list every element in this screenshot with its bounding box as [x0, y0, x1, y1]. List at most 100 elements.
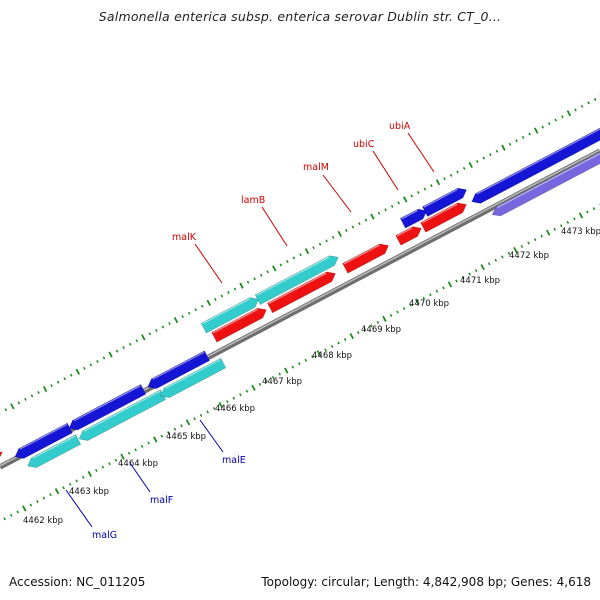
minor-tick [574, 108, 577, 112]
major-tick [272, 265, 277, 272]
minor-tick [212, 406, 216, 410]
gene-label-layer: malK lamB malM ubiC ubiA malE malF malG [65, 121, 435, 541]
minor-tick [475, 160, 479, 164]
minor-tick [83, 366, 86, 370]
minor-tick [455, 279, 458, 283]
tick-layer [0, 93, 600, 521]
minor-tick [17, 401, 21, 405]
minor-tick [311, 355, 314, 359]
gene-malM-arrow [342, 243, 389, 274]
major-tick [10, 403, 15, 410]
gene-upper-blue-b [422, 187, 468, 217]
minor-tick [181, 315, 184, 319]
outer-tick-row [0, 93, 600, 415]
gene-label-malK: malK [172, 232, 197, 243]
ruler-label-4466: 4466 kbp [215, 404, 255, 414]
gene-malK-arrow [211, 307, 267, 343]
minor-tick [417, 191, 420, 195]
minor-tick [194, 308, 197, 312]
minor-tick [397, 201, 400, 205]
gene-malE-cyan [160, 357, 227, 399]
minor-tick [402, 307, 406, 311]
ruler-label-4468: 4468 kbp [312, 351, 352, 361]
minor-tick [62, 486, 65, 490]
minor-tick [443, 177, 446, 181]
minor-tick [167, 431, 170, 435]
ruler-label-4464: 4464 kbp [118, 459, 158, 469]
major-tick [42, 385, 48, 393]
minor-tick [409, 303, 412, 307]
major-tick [173, 317, 179, 324]
ruler-label-4465: 4465 kbp [166, 432, 206, 442]
ruler-label-4467: 4467 kbp [262, 377, 302, 387]
accession-text: Accession: NC_011205 [9, 575, 146, 589]
major-tick [22, 505, 27, 512]
minor-tick [559, 224, 563, 228]
minor-tick [331, 235, 335, 239]
minor-tick [363, 327, 367, 331]
major-tick [480, 264, 485, 271]
minor-tick [474, 269, 478, 273]
minor-tick [507, 251, 511, 255]
gene-label-ubiA: ubiA [389, 121, 411, 132]
minor-tick [456, 170, 459, 174]
gene-label-malE: malE [222, 455, 246, 466]
ruler-label-4472: 4472 kbp [509, 251, 549, 261]
minor-tick [566, 220, 570, 224]
gene-left-edge-red [0, 451, 3, 458]
major-tick [566, 110, 572, 117]
minor-tick [396, 310, 399, 314]
minor-tick [49, 493, 52, 497]
minor-tick [586, 210, 589, 214]
minor-tick [173, 427, 177, 431]
minor-tick [358, 222, 361, 226]
ruler-label-4473: 4473 kbp [561, 227, 600, 237]
minor-tick [561, 115, 564, 119]
minor-tick [442, 286, 445, 290]
ruler-label-4462: 4462 kbp [23, 516, 63, 526]
minor-tick [390, 204, 394, 208]
major-tick [403, 196, 408, 203]
leader-line-lamB [261, 206, 288, 247]
major-tick [435, 179, 441, 186]
gene-malK-cyan [200, 297, 260, 334]
gene-right-blue [471, 127, 600, 204]
minor-tick [95, 469, 98, 473]
minor-tick [245, 389, 249, 393]
ruler-label-4470: 4470 kbp [409, 299, 449, 309]
minor-tick [343, 338, 347, 342]
gene-label-malM: malM [303, 162, 329, 173]
gene-lamB-arrow [267, 271, 336, 314]
minor-tick [114, 458, 118, 462]
minor-tick [330, 344, 334, 348]
leader-line-ubiA [407, 132, 435, 173]
minor-tick [553, 227, 556, 231]
minor-tick [312, 246, 315, 250]
minor-tick [501, 255, 504, 259]
gene-ubiA-arrow [420, 202, 467, 233]
minor-tick [489, 153, 492, 157]
gene-lamB-cyan [254, 255, 339, 305]
major-tick [545, 229, 551, 236]
minor-tick [161, 325, 165, 329]
minor-tick [199, 413, 203, 417]
minor-tick [533, 238, 537, 242]
minor-tick [148, 332, 152, 336]
minor-tick [461, 276, 465, 280]
minor-tick [520, 244, 524, 248]
minor-tick [487, 262, 491, 266]
minor-tick [233, 287, 237, 291]
minor-tick [232, 396, 236, 400]
minor-tick [423, 187, 427, 191]
minor-tick [180, 424, 183, 428]
minor-tick [4, 408, 8, 412]
minor-tick [278, 372, 281, 376]
minor-tick [265, 379, 268, 383]
ruler-label-4471: 4471 kbp [460, 276, 500, 286]
minor-tick [528, 132, 531, 136]
minor-tick [214, 297, 217, 301]
minor-tick [592, 207, 596, 211]
minor-tick [147, 441, 150, 445]
major-tick [108, 351, 113, 358]
